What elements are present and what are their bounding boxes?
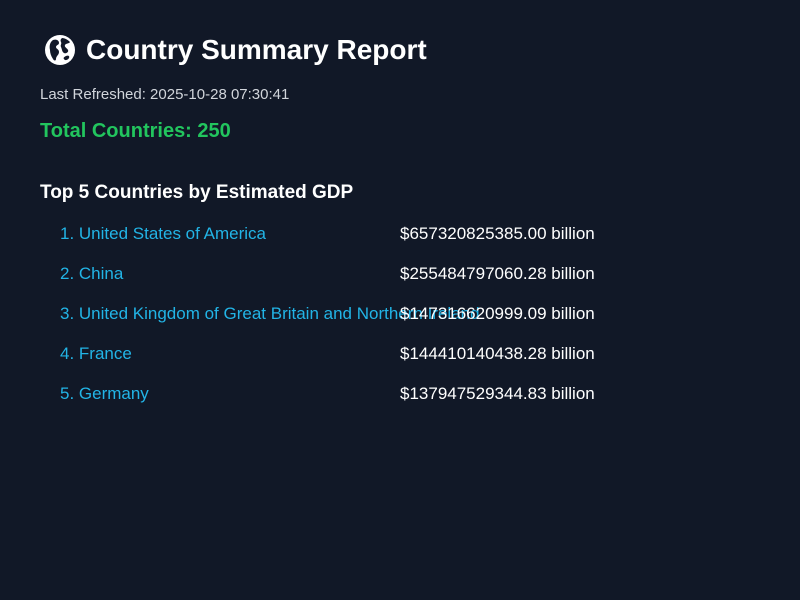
last-refreshed-text: Last Refreshed: 2025-10-28 07:30:41 (40, 86, 290, 103)
report-header: Country Summary Report (44, 31, 427, 69)
total-countries: Total Countries: 250 (40, 120, 231, 143)
globe-icon (44, 34, 76, 66)
total-countries-value: 250 (197, 120, 231, 142)
list-item: 3. United Kingdom of Great Britain and N… (60, 302, 760, 342)
country-link[interactable]: 1. United States of America (60, 224, 266, 243)
gdp-value: $147316620999.09 billion (400, 304, 595, 323)
gdp-value: $255484797060.28 billion (400, 264, 595, 283)
top-countries-heading: Top 5 Countries by Estimated GDP (40, 182, 354, 203)
gdp-value: $657320825385.00 billion (400, 224, 595, 243)
list-item: 5. Germany $137947529344.83 billion (60, 382, 760, 422)
gdp-value: $137947529344.83 billion (400, 384, 595, 403)
total-countries-label: Total Countries: (40, 120, 198, 142)
country-link[interactable]: 5. Germany (60, 384, 149, 403)
top-countries-list: 1. United States of America $65732082538… (60, 222, 760, 422)
list-item: 4. France $144410140438.28 billion (60, 342, 760, 382)
country-link[interactable]: 3. United Kingdom of Great Britain and N… (60, 304, 480, 323)
country-link[interactable]: 2. China (60, 264, 124, 283)
list-item: 2. China $255484797060.28 billion (60, 262, 760, 302)
list-item: 1. United States of America $65732082538… (60, 222, 760, 262)
page-title: Country Summary Report (86, 34, 427, 65)
gdp-value: $144410140438.28 billion (400, 344, 595, 363)
country-link[interactable]: 4. France (60, 344, 132, 363)
